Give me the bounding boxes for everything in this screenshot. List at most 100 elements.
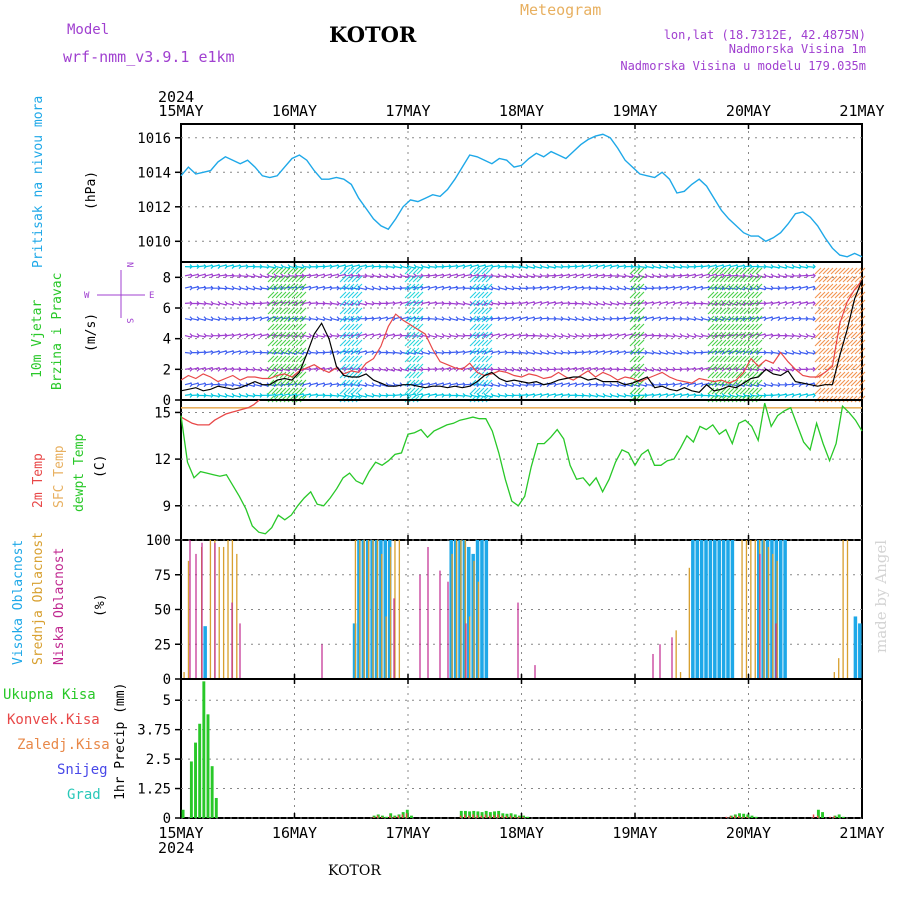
precip-frz-label: Zaledj.Kisa	[17, 737, 110, 753]
model-label: Model	[67, 22, 109, 38]
precip-unit: 1hr Precip (mm)	[113, 683, 128, 800]
precip-total-bar	[468, 811, 472, 818]
wind-label-2: Brzina i Pravac	[50, 273, 65, 390]
precip-bars	[181, 681, 845, 818]
cloud-high-bar	[467, 546, 471, 679]
precip-ytick-label: 1.25	[137, 782, 171, 798]
pressure-ytick-label: 1012	[137, 200, 171, 216]
precip-total-bar	[513, 814, 517, 818]
bottom-day-label: 18MAY	[499, 824, 544, 842]
temp-unit: (C)	[93, 455, 108, 478]
temp-ytick-label: 9	[163, 499, 171, 515]
dewpt-label: dewpt Temp	[72, 434, 87, 512]
temp2m-label: 2m Temp	[31, 453, 46, 508]
cloud-mid-bar	[354, 540, 357, 679]
cloud-high-bar	[449, 540, 453, 679]
precip-conv-bar	[393, 816, 395, 818]
cloud-high-bar	[370, 540, 374, 679]
precip-total-bar	[505, 813, 509, 818]
cloud-unit: (%)	[93, 594, 108, 617]
cloud-high-bar	[352, 623, 357, 679]
precip-conv-bar	[480, 815, 483, 818]
cloud-mid-bar	[455, 540, 458, 679]
wind-compass-icon: W E N S	[84, 262, 154, 323]
precip-total-bar	[380, 815, 384, 818]
cloud-mid-bar	[675, 630, 677, 679]
cloud-mid-bar	[477, 581, 480, 679]
precip-conv-bar	[742, 816, 744, 818]
bottom-day-label: 16MAY	[272, 824, 317, 842]
wind-barbs	[184, 264, 866, 403]
cloud-high-bar	[858, 623, 862, 679]
cloud-high-bar	[379, 540, 383, 679]
cloud-high-bar	[203, 626, 207, 679]
precip-conv-bar	[501, 815, 503, 818]
cloud-high-bar	[480, 540, 484, 679]
cloud-mid-bar	[679, 672, 682, 679]
cloud-mid-bar	[460, 540, 462, 679]
precip-total-bar	[463, 810, 467, 818]
precip-conv-bar	[476, 815, 478, 818]
cloud-mid-bar	[745, 540, 748, 679]
wind-label-1: 10m Vjetar	[30, 300, 45, 378]
cloud-high-label: Visoka Oblacnost	[11, 540, 26, 665]
cloud-mid-bar	[218, 546, 220, 679]
precip-conv-bar	[405, 813, 408, 818]
bottom-day-labels: 15MAY 16MAY 17MAY 18MAY 19MAY 20MAY 21MAY	[158, 824, 884, 842]
precip-conv-bar	[729, 816, 732, 818]
top-day-label: 20MAY	[726, 102, 771, 120]
precip-total-bar	[214, 797, 218, 818]
precip-conv-bar	[522, 816, 524, 818]
precip-conv-bar	[725, 816, 728, 818]
pressure-ytick-label: 1014	[137, 165, 171, 181]
precip-conv-bar	[397, 815, 400, 818]
precip-total-bar	[738, 813, 741, 818]
temp-ytick-label: 15	[154, 405, 171, 421]
precip-total-bar	[526, 816, 530, 818]
cloud-high-bar	[695, 540, 699, 679]
top-day-label: 21MAY	[839, 102, 884, 120]
precip-total-bar	[189, 761, 193, 818]
cloud-high-bar	[704, 540, 708, 679]
precip-conv-bar	[468, 815, 470, 818]
wind-ytick-label: 6	[163, 301, 171, 317]
precip-panel: 0 1.25 2.5 3.75 5	[137, 678, 863, 827]
sfc-temp-label: SFC Temp	[52, 445, 67, 508]
precip-conv-bar	[389, 815, 391, 818]
precip-ytick-label: 3.75	[137, 723, 171, 739]
precip-total-bar	[202, 681, 206, 818]
footer-station: KOTOR	[328, 863, 381, 879]
precip-total-bar	[401, 812, 405, 818]
cloud-high-bar	[453, 540, 458, 679]
precip-total-bar	[476, 811, 480, 818]
precip-total-bar	[501, 813, 505, 818]
cloud-mid-bar	[776, 560, 778, 679]
wind-ytick-label: 2	[163, 362, 171, 378]
precip-frame	[180, 678, 863, 819]
watermark: made by Angel	[872, 540, 890, 653]
dewpt-line	[180, 402, 863, 535]
precip-conv-bar	[497, 814, 499, 818]
cloud-high-bar	[699, 540, 704, 679]
compass-w: W	[84, 291, 90, 301]
cloud-mid-bar	[473, 560, 475, 679]
cloud-high-bar	[383, 540, 388, 679]
compass-s: S	[124, 318, 134, 323]
cloud-mid-bar	[763, 540, 765, 679]
station-title: KOTOR	[329, 22, 417, 47]
cloud-ytick-label: 25	[154, 637, 171, 653]
top-day-label: 19MAY	[612, 102, 657, 120]
top-day-label: 18MAY	[499, 102, 544, 120]
precip-total-bar	[459, 810, 463, 818]
pressure-ytick-label: 1010	[137, 234, 171, 250]
cloud-mid-bar	[359, 540, 361, 679]
cloud-ytick-label: 0	[163, 672, 171, 688]
cloud-mid-bar	[363, 540, 365, 679]
cloud-mid-bar	[772, 553, 774, 679]
pressure-line	[180, 133, 863, 258]
temp2m-line	[180, 399, 260, 426]
precip-ytick-label: 2.5	[146, 752, 171, 768]
cloud-low-label: Niska Oblacnost	[52, 548, 67, 665]
cloud-high-bar	[717, 540, 721, 679]
precip-total-bar	[742, 813, 746, 818]
